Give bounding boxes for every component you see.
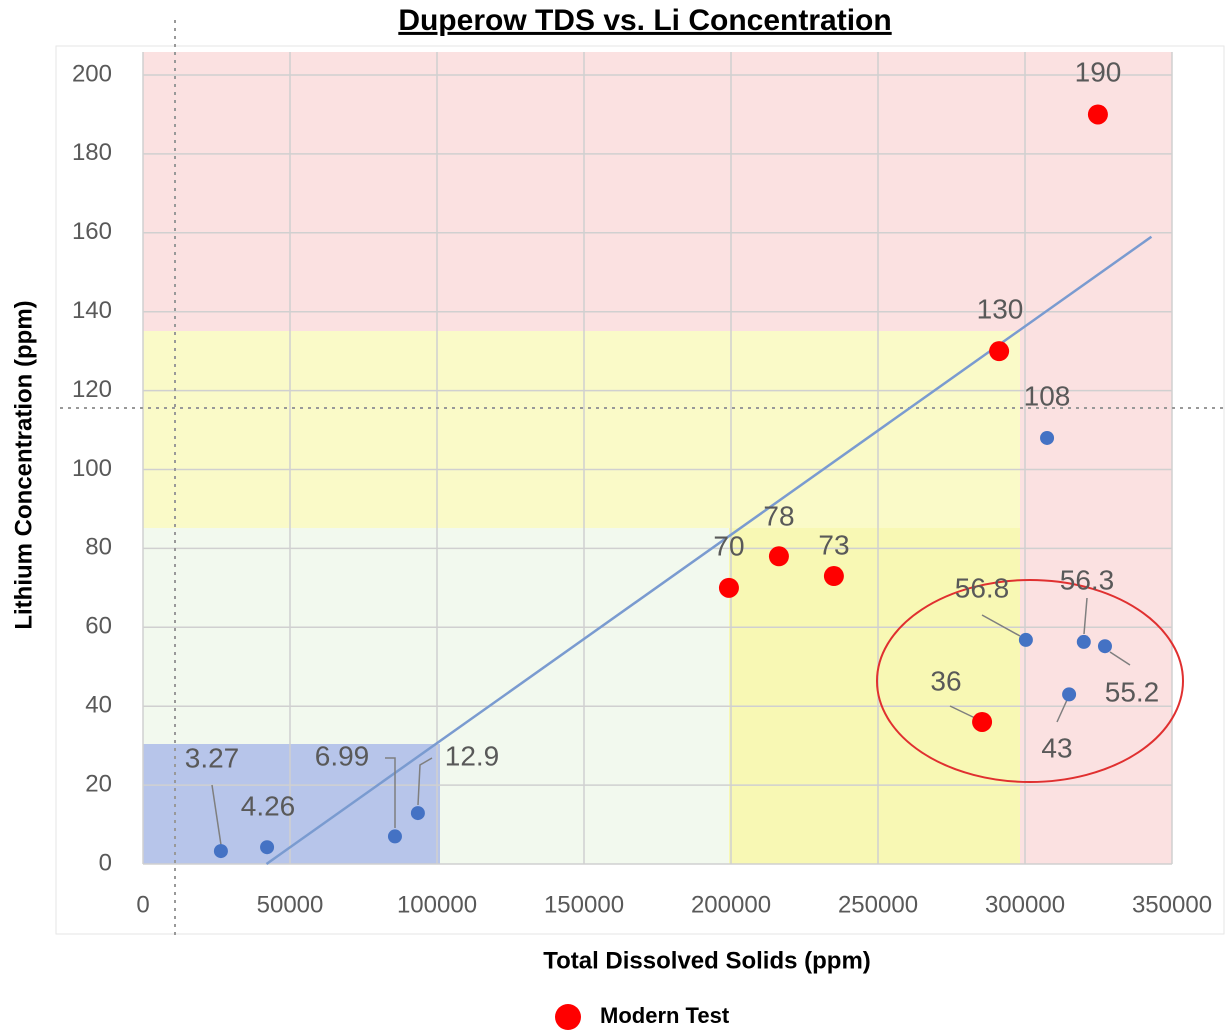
leader-line <box>1056 699 1068 723</box>
y-axis-title: Lithium Concentration (ppm) <box>10 300 37 629</box>
data-label: 190 <box>1075 56 1122 87</box>
data-label: 43 <box>1041 732 1072 763</box>
x-tick-label: 0 <box>136 891 149 918</box>
point <box>768 546 789 567</box>
data-label: 70 <box>713 530 744 561</box>
x-tick-label: 150000 <box>544 891 624 918</box>
point <box>718 577 739 598</box>
data-label: 36 <box>930 665 961 696</box>
y-tick-label: 200 <box>72 60 112 87</box>
leader-line <box>1109 651 1131 666</box>
y-tick-label: 100 <box>72 455 112 482</box>
x-axis-title: Total Dissolved Solids (ppm) <box>543 947 871 974</box>
point <box>1076 634 1091 649</box>
zone-yellow-low <box>729 528 1020 864</box>
y-tick-label: 0 <box>99 849 112 876</box>
leader-line <box>211 784 222 846</box>
leader-line <box>385 757 396 828</box>
y-tick-label: 60 <box>85 613 112 640</box>
zone-yellow <box>143 331 1020 528</box>
trendline <box>265 235 1153 866</box>
data-label: 130 <box>977 293 1024 324</box>
y-tick-label: 180 <box>72 139 112 166</box>
data-label: 78 <box>763 500 794 531</box>
point <box>1018 632 1033 647</box>
x-tick-label: 250000 <box>838 891 918 918</box>
data-label: 12.9 <box>445 740 500 771</box>
leader-line <box>981 614 1021 637</box>
x-tick-label: 200000 <box>691 891 771 918</box>
data-label: 6.99 <box>315 740 370 771</box>
point <box>1097 639 1112 654</box>
point <box>823 566 844 587</box>
x-tick-label: 300000 <box>985 891 1065 918</box>
y-tick-label: 80 <box>85 534 112 561</box>
point <box>410 806 425 821</box>
point <box>260 840 275 855</box>
data-label: 3.27 <box>185 742 240 773</box>
data-label: 73 <box>818 529 849 560</box>
x-tick-label: 100000 <box>397 891 477 918</box>
zone-blue <box>143 744 440 864</box>
point <box>1087 104 1108 125</box>
legend-label: Modern Test <box>600 1003 730 1028</box>
point <box>989 341 1010 362</box>
data-label: 56.8 <box>955 572 1010 603</box>
data-label: 55.2 <box>1105 676 1160 707</box>
y-tick-label: 120 <box>72 376 112 403</box>
y-tick-label: 20 <box>85 770 112 797</box>
highlight-ellipse <box>876 579 1184 783</box>
point <box>972 711 993 732</box>
x-tick-label: 350000 <box>1132 891 1212 918</box>
data-label: 56.3 <box>1060 564 1115 595</box>
point <box>1062 687 1077 702</box>
point <box>1040 430 1055 445</box>
y-tick-label: 140 <box>72 297 112 324</box>
leader-line <box>1083 597 1088 635</box>
leader-line <box>949 705 976 719</box>
x-tick-label: 50000 <box>257 891 324 918</box>
y-tick-label: 160 <box>72 218 112 245</box>
y-tick-label: 40 <box>85 692 112 719</box>
point <box>213 844 228 859</box>
point <box>387 829 402 844</box>
leader-line <box>417 757 433 806</box>
chart-title: Duperow TDS vs. Li Concentration <box>398 4 891 37</box>
data-label: 108 <box>1024 380 1071 411</box>
legend-marker <box>555 1004 581 1030</box>
data-label: 4.26 <box>241 790 296 821</box>
